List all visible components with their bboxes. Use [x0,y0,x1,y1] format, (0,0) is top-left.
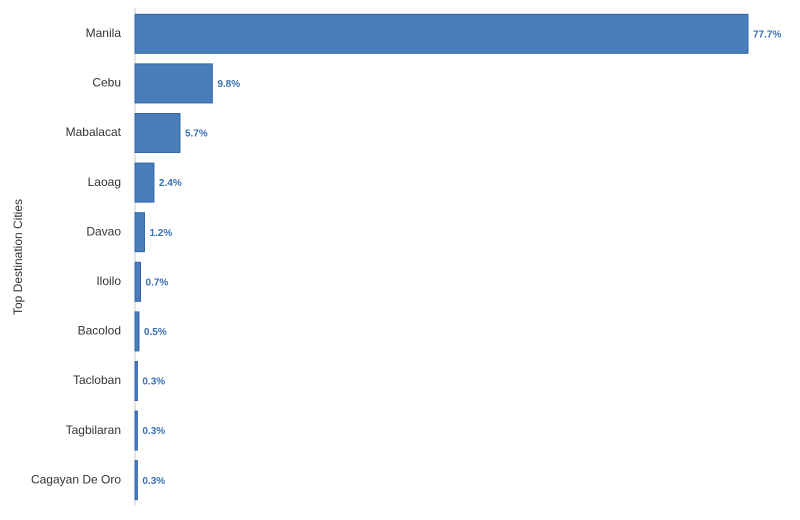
value-label: 1.2% [149,228,172,239]
value-label: 0.3% [142,476,165,487]
category-label: Laoag [88,175,121,189]
value-label: 0.7% [146,277,169,288]
category-label: Manila [86,26,122,40]
bar [134,162,155,203]
value-label: 9.8% [217,79,240,90]
bar [134,212,145,253]
value-label: 77.7% [753,29,781,40]
bar [134,410,138,451]
value-label: 0.3% [142,426,165,437]
bar [134,13,749,54]
category-label: Iloilo [96,274,121,288]
category-label: Cagayan De Oro [31,472,121,486]
bar [134,460,138,501]
bar [134,261,142,302]
axis-title: Top Destination Cities [11,199,25,315]
category-label: Tagbilaran [66,423,121,437]
bar [134,361,138,401]
bar [134,63,213,104]
bar [134,311,140,352]
value-label: 5.7% [185,129,208,140]
category-label: Cebu [92,76,121,90]
category-label: Mabalacat [66,125,122,139]
value-label: 2.4% [159,178,182,189]
value-label: 0.3% [142,377,165,388]
category-label: Bacolod [78,324,121,338]
category-label: Tacloban [73,373,121,387]
value-label: 0.5% [144,327,167,338]
category-label: Davao [86,224,121,238]
bar [134,113,181,153]
